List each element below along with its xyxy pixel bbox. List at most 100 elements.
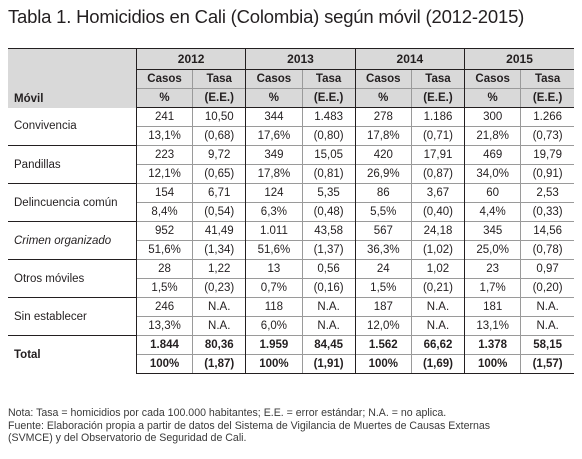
- ee-cell: (0,87): [410, 164, 465, 184]
- table-body: Convivencia 241 10,50 344 1.483 278 1.186 300 1.…: [8, 107, 574, 374]
- tasa-cell: 1.186: [410, 107, 465, 127]
- pct-header: %: [464, 88, 521, 108]
- tasa-cell: 0,97: [520, 259, 574, 279]
- ee-cell: (0,65): [192, 164, 246, 184]
- ee-cell: (1,37): [301, 240, 356, 260]
- tasa-cell: 24,18: [410, 221, 465, 241]
- casos-cell: 300: [464, 107, 521, 127]
- tasa-cell: 1.266: [520, 107, 574, 127]
- tasa-header: Tasa: [301, 69, 356, 89]
- casos-cell: 345: [464, 221, 521, 241]
- ee-cell: (1,87): [192, 354, 246, 374]
- ee-cell: (1,34): [192, 240, 246, 260]
- casos-header: Casos: [354, 69, 412, 89]
- casos-header: Casos: [464, 69, 521, 89]
- pct-cell: 100%: [354, 354, 412, 374]
- homicide-table: 2012 2013 2014 2015 Móvil Casos Tasa Cas…: [8, 48, 574, 374]
- pct-cell: 34,0%: [464, 164, 521, 184]
- ee-header: (E.E.): [192, 88, 246, 108]
- casos-cell: 60: [464, 183, 521, 203]
- ee-cell: (0,16): [301, 278, 356, 298]
- pct-cell: 1,7%: [464, 278, 521, 298]
- ee-cell: (0,54): [192, 202, 246, 222]
- source-line: Fuente: Elaboración propia a partir de d…: [8, 419, 491, 432]
- year-header-2013: 2013: [245, 48, 356, 70]
- casos-cell: 13: [245, 259, 302, 279]
- pct-cell: 12,1%: [135, 164, 193, 184]
- ee-cell: (1,02): [410, 240, 465, 260]
- ee-header: (E.E.): [520, 88, 574, 108]
- row-label: Otros móviles: [8, 259, 137, 298]
- note-line: Nota: Tasa = homicidios por cada 100.000…: [8, 407, 447, 419]
- casos-cell: 23: [464, 259, 521, 279]
- tasa-cell: 84,45: [301, 335, 356, 355]
- row-label: Convivencia: [14, 120, 77, 133]
- tasa-cell: 17,91: [410, 145, 465, 165]
- pct-header: %: [354, 88, 412, 108]
- casos-cell: 223: [135, 145, 193, 165]
- pct-cell: 17,8%: [245, 164, 302, 184]
- tasa-cell: 58,15: [520, 335, 574, 355]
- ee-cell: (0,23): [192, 278, 246, 298]
- table-title: Tabla 1. Homicidios en Cali (Colombia) s…: [8, 6, 525, 27]
- pct-cell: 1,5%: [354, 278, 412, 298]
- casos-cell: 24: [354, 259, 412, 279]
- ee-cell: (0,80): [301, 126, 356, 146]
- tasa-cell: 2,53: [520, 183, 574, 203]
- table-row: 51,6% (1,34) 51,6% (1,37) 36,3% (1,02) 25,0% (0…: [8, 240, 574, 260]
- pct-cell: 26,9%: [354, 164, 412, 184]
- casos-cell: 1.959: [245, 335, 302, 355]
- tasa-header: Tasa: [192, 69, 246, 89]
- header-blank: [8, 48, 137, 70]
- table-row: 13,1% (0,68) 17,6% (0,80) 17,8% (0,71) 21,8% (0…: [8, 126, 574, 146]
- pct-cell: 1,5%: [135, 278, 193, 298]
- table-row: Sin establecer 246 N.A. 118 N.A. 187 N.A. 181 N.…: [8, 297, 574, 336]
- tasa-cell: N.A.: [410, 297, 465, 317]
- tasa-cell: 6,71: [192, 183, 246, 203]
- pct-cell: 13,1%: [135, 126, 193, 146]
- casos-cell: 181: [464, 297, 521, 317]
- header-years-row: 2012 2013 2014 2015: [8, 48, 574, 70]
- ee-cell: N.A.: [301, 316, 356, 336]
- casos-cell: 349: [245, 145, 302, 165]
- casos-cell: 469: [464, 145, 521, 165]
- pct-cell: 13,1%: [464, 316, 521, 336]
- pct-header: %: [245, 88, 302, 108]
- ee-cell: (0,78): [520, 240, 574, 260]
- pct-cell: 36,3%: [354, 240, 412, 260]
- table-row: 13,3% N.A. 6,0% N.A. 12,0% N.A. 13,1% N.A.: [8, 316, 574, 336]
- ee-cell: N.A.: [192, 316, 246, 336]
- casos-cell: 118: [245, 297, 302, 317]
- tasa-cell: 9,72: [192, 145, 246, 165]
- casos-cell: 154: [135, 183, 193, 203]
- ee-cell: (0,71): [410, 126, 465, 146]
- source-line: (SVMCE) y del Observatorio de Seguridad …: [8, 432, 247, 444]
- ee-cell: (1,69): [410, 354, 465, 374]
- tasa-cell: 43,58: [301, 221, 356, 241]
- ee-cell: (0,40): [410, 202, 465, 222]
- pct-cell: 100%: [245, 354, 302, 374]
- tasa-cell: 66,62: [410, 335, 465, 355]
- ee-header: (E.E.): [410, 88, 465, 108]
- casos-cell: 567: [354, 221, 412, 241]
- table-notes: Nota: Tasa = homicidios por cada 100.000…: [8, 407, 574, 445]
- ee-cell: (0,21): [410, 278, 465, 298]
- pct-cell: 4,4%: [464, 202, 521, 222]
- casos-cell: 420: [354, 145, 412, 165]
- tasa-cell: 19,79: [520, 145, 574, 165]
- tasa-cell: 80,36: [192, 335, 246, 355]
- ee-cell: (1,57): [520, 354, 574, 374]
- table-row: Pandillas 223 9,72 349 15,05 420 17,91 469 19,79: [8, 145, 574, 184]
- total-row: 100% (1,87) 100% (1,91) 100% (1,69) 100% (1,57): [8, 354, 574, 374]
- casos-cell: 278: [354, 107, 412, 127]
- tasa-header: Tasa: [410, 69, 465, 89]
- tasa-cell: 1.483: [301, 107, 356, 127]
- ee-cell: (0,73): [520, 126, 574, 146]
- casos-cell: 344: [245, 107, 302, 127]
- pct-header: %: [135, 88, 193, 108]
- ee-cell: (0,81): [301, 164, 356, 184]
- casos-header: Casos: [245, 69, 302, 89]
- pct-cell: 21,8%: [464, 126, 521, 146]
- pct-cell: 6,3%: [245, 202, 302, 222]
- ee-cell: (0,91): [520, 164, 574, 184]
